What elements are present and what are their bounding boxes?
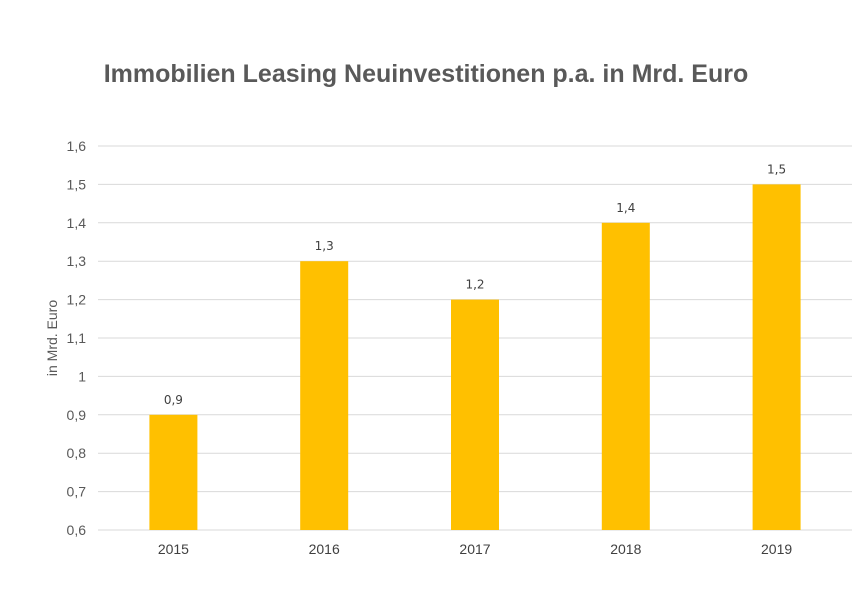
- x-tick-label: 2015: [158, 541, 189, 557]
- y-tick-label: 1,2: [67, 292, 87, 308]
- y-tick-label: 1,6: [67, 138, 87, 154]
- y-tick-label: 1,4: [67, 215, 87, 231]
- x-tick-label: 2016: [309, 541, 340, 557]
- data-labels: 0,9 1,3 1,2 1,4 1,5: [164, 162, 786, 406]
- y-tick-label: 0,8: [67, 445, 87, 461]
- y-axis-title: in Mrd. Euro: [44, 300, 60, 376]
- chart-title: Immobilien Leasing Neuinvestitionen p.a.…: [103, 60, 749, 88]
- bar: [149, 414, 198, 530]
- x-tick-label: 2017: [459, 541, 490, 557]
- bar: [752, 184, 801, 530]
- data-label: 1,2: [465, 278, 484, 292]
- y-tick-label: 1,3: [67, 253, 87, 269]
- y-axis-ticks: 0,6 0,7 0,8 0,9 1 1,1 1,2 1,3 1,4 1,5 1,6: [67, 138, 87, 538]
- data-label: 1,4: [616, 201, 635, 215]
- bars: [149, 184, 801, 531]
- x-tick-label: 2018: [610, 541, 641, 557]
- y-tick-label: 0,9: [67, 407, 87, 423]
- bar: [601, 222, 650, 531]
- y-tick-label: 1,5: [67, 176, 87, 192]
- y-tick-label: 1: [78, 368, 86, 384]
- bar: [300, 261, 349, 530]
- y-tick-label: 1,1: [67, 330, 87, 346]
- x-tick-label: 2019: [761, 541, 792, 557]
- data-label: 1,5: [767, 162, 786, 176]
- bar: [451, 299, 499, 530]
- data-label: 1,3: [315, 239, 334, 253]
- x-axis-ticks: 2015 2016 2017 2018 2019: [158, 541, 793, 557]
- data-label: 0,9: [164, 393, 183, 407]
- y-tick-label: 0,7: [67, 484, 87, 500]
- y-tick-label: 0,6: [67, 522, 87, 538]
